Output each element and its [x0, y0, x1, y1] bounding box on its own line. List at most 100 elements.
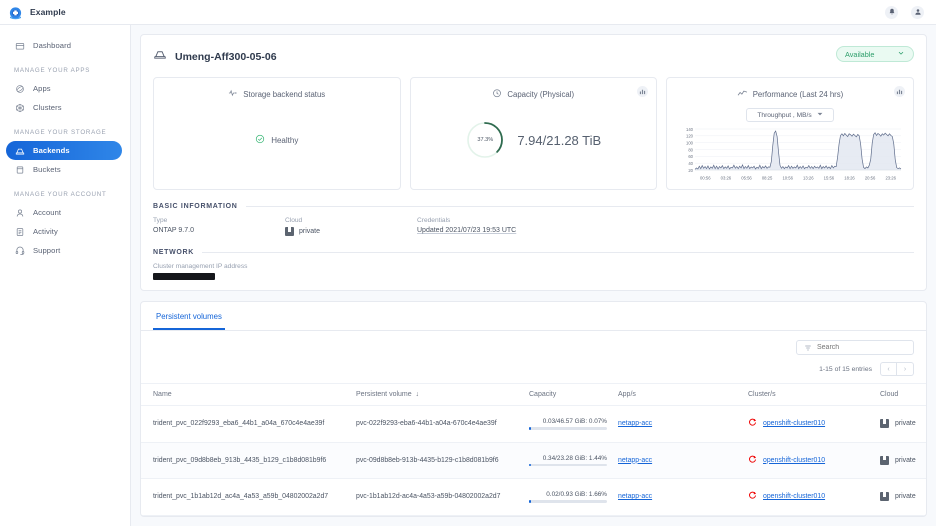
cloud-private-icon — [880, 455, 889, 465]
panel-body: Healthy — [154, 100, 400, 180]
svg-text:40: 40 — [688, 161, 693, 166]
sidebar-item-backends[interactable]: Backends — [6, 141, 122, 160]
sidebar-section-account: MANAGE YOUR ACCOUNT — [14, 191, 107, 198]
pagination: 1-15 of 15 entries ‹ › — [141, 362, 926, 383]
cluster-entry: openshift-cluster010 — [748, 455, 880, 466]
bar-chart-icon[interactable] — [894, 86, 905, 97]
main-content: Umeng-Aff300-05-06 Available — [131, 25, 936, 526]
sidebar-item-label: Clusters — [33, 103, 62, 112]
sidebar-item-support[interactable]: Support — [6, 241, 122, 260]
cell-persistent-volume: pvc-022f9293-eba6-44b1-a04a-670c4e4ae39f — [356, 405, 529, 443]
search-box[interactable] — [796, 340, 914, 355]
cloud-entry: private — [880, 419, 926, 429]
field-type: Type ONTAP 9.7.0 — [153, 217, 285, 236]
app-link[interactable]: netapp-acc — [618, 456, 653, 464]
capacity-bar-track — [529, 463, 607, 466]
cell-clusters: openshift-cluster010 — [748, 478, 880, 516]
metric-select[interactable]: Throughput , MB/s — [746, 108, 834, 122]
chevron-left-icon[interactable]: ‹ — [880, 362, 897, 376]
svg-text:08:25: 08:25 — [762, 176, 773, 181]
sidebar-item-label: Dashboard — [33, 41, 72, 50]
bell-icon[interactable] — [885, 5, 898, 19]
cell-persistent-volume: pvc-1b1ab12d-ac4a-4a53-a59b-04802002a2d7 — [356, 478, 529, 516]
svg-text:10:56: 10:56 — [782, 176, 793, 181]
panel-title: Capacity (Physical) — [411, 88, 657, 100]
cloud-private-icon — [880, 419, 889, 429]
capacity-label: 0.02/0.93 GiB: 1.66% — [546, 491, 607, 498]
sidebar-item-apps[interactable]: Apps — [6, 79, 122, 98]
capacity-label: 0.03/46.57 GiB: 0.07% — [542, 418, 607, 425]
cloud-label: private — [895, 420, 916, 428]
topbar-actions — [885, 5, 936, 19]
section-label: BASIC INFORMATION — [153, 203, 238, 210]
column-header-apps[interactable]: App/s — [618, 383, 748, 406]
brand-name: Example — [30, 7, 66, 17]
network-fields: Cluster management IP address — [153, 263, 914, 280]
openshift-icon — [748, 455, 757, 466]
cell-capacity: 0.02/0.93 GiB: 1.66% — [529, 478, 618, 516]
sidebar-item-account[interactable]: Account — [6, 203, 122, 222]
support-icon — [14, 245, 25, 256]
cluster-entry: openshift-cluster010 — [748, 418, 880, 429]
cluster-link[interactable]: openshift-cluster010 — [763, 493, 826, 501]
search-input[interactable] — [817, 344, 906, 351]
table-row[interactable]: trident_pvc_1b1ab12d_ac4a_4a53_a59b_0480… — [141, 478, 926, 516]
field-label: Cluster management IP address — [153, 263, 248, 270]
svg-text:60: 60 — [688, 154, 693, 159]
clusters-icon — [14, 102, 25, 113]
table-header: Name Persistent volume ↓ Capacity App/s … — [141, 383, 926, 406]
panel-title: Performance (Last 24 hrs) — [667, 88, 913, 101]
table-header-row: Name Persistent volume ↓ Capacity App/s … — [141, 383, 926, 406]
cloud-label: private — [895, 456, 916, 464]
sidebar-item-dashboard[interactable]: Dashboard — [6, 36, 122, 55]
app-link[interactable]: netapp-acc — [618, 493, 653, 501]
cluster-management-ip-redacted — [153, 273, 215, 280]
cloud-label: private — [895, 493, 916, 501]
status-badge[interactable]: Available — [836, 46, 914, 62]
sidebar-item-activity[interactable]: Activity — [6, 222, 122, 241]
table-row[interactable]: trident_pvc_09d8b8eb_913b_4435_b129_c1b8… — [141, 442, 926, 479]
health-status-label: Healthy — [271, 135, 299, 145]
tab-persistent-volumes[interactable]: Persistent volumes — [153, 302, 225, 330]
bar-chart-icon[interactable] — [637, 86, 648, 97]
cell-cloud: private — [880, 405, 926, 443]
cluster-link[interactable]: openshift-cluster010 — [763, 456, 826, 464]
user-icon[interactable] — [911, 5, 924, 19]
cluster-link[interactable]: openshift-cluster010 — [763, 420, 826, 428]
shell: Dashboard MANAGE YOUR APPS Apps Clusters — [0, 25, 936, 526]
chevron-right-icon[interactable]: › — [897, 362, 914, 376]
pagination-buttons: ‹ › — [880, 362, 914, 376]
column-header-capacity[interactable]: Capacity — [529, 383, 618, 406]
cell-cloud: private — [880, 442, 926, 479]
performance-chart: 20 40 60 80 100 120 140 00:56 03:26 05:56 08:25 10:… — [667, 122, 913, 188]
sidebar-item-clusters[interactable]: Clusters — [6, 98, 122, 117]
column-header-persistent-volume[interactable]: Persistent volume ↓ — [356, 383, 529, 406]
backend-header: Umeng-Aff300-05-06 — [153, 47, 914, 66]
svg-text:13:26: 13:26 — [803, 176, 814, 181]
top-bar: Example — [0, 0, 936, 25]
capacity-gauge: 0.03/46.57 GiB: 0.07% — [529, 418, 607, 430]
column-header-name[interactable]: Name — [141, 383, 356, 406]
app-link[interactable]: netapp-acc — [618, 420, 653, 428]
sidebar-section-apps: MANAGE YOUR APPS — [14, 67, 91, 74]
column-header-clusters[interactable]: Cluster/s — [748, 383, 880, 406]
pulse-icon — [228, 88, 238, 100]
svg-text:20: 20 — [688, 168, 693, 173]
section-divider — [202, 252, 914, 253]
sidebar-section-storage: MANAGE YOUR STORAGE — [14, 129, 107, 136]
table-toolbar — [141, 331, 926, 362]
panel-title: Storage backend status — [154, 88, 400, 100]
sidebar-item-buckets[interactable]: Buckets — [6, 160, 122, 179]
column-header-cloud[interactable]: Cloud — [880, 383, 926, 406]
persistent-volumes-card: Persistent volumes 1-15 of 15 entries — [140, 301, 927, 517]
sidebar-item-label: Apps — [33, 84, 51, 93]
cloud-entry: private — [880, 455, 926, 465]
table-row[interactable]: trident_pvc_022f9293_eba6_44b1_a04a_670c… — [141, 405, 926, 443]
brand[interactable]: Example — [0, 5, 131, 20]
svg-text:20:56: 20:56 — [865, 176, 876, 181]
svg-text:05:56: 05:56 — [741, 176, 752, 181]
buckets-icon — [14, 164, 25, 175]
cell-clusters: openshift-cluster010 — [748, 405, 880, 443]
cell-clusters: openshift-cluster010 — [748, 442, 880, 479]
capacity-bar-track — [529, 500, 607, 503]
